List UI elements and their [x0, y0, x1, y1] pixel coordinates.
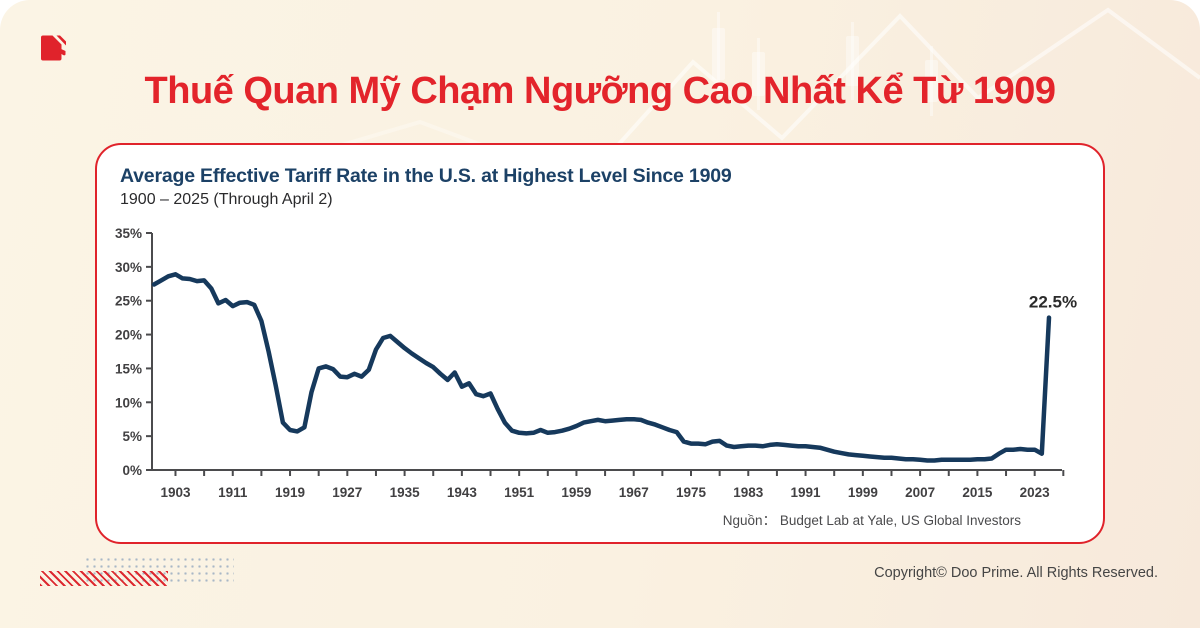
source-text: Budget Lab at Yale, US Global Investors: [779, 513, 1021, 528]
x-tick-label: 1975: [676, 485, 707, 500]
x-tick-label: 1927: [332, 485, 362, 500]
doo-prime-logo-icon: [41, 35, 66, 61]
x-tick-label: 2015: [962, 485, 993, 500]
x-tick-label: 1911: [218, 485, 248, 500]
y-tick-label: 30%: [115, 260, 142, 275]
peak-annotation: 22.5%: [1029, 293, 1077, 312]
chart-card: Average Effective Tariff Rate in the U.S…: [95, 143, 1105, 544]
y-tick-label: 20%: [115, 328, 142, 343]
page-title: Thuế Quan Mỹ Chạm Ngưỡng Cao Nhất Kể Từ …: [144, 70, 1056, 112]
y-tick-label: 0%: [122, 463, 142, 478]
x-tick-label: 1935: [390, 485, 421, 500]
chart-subtitle: 1900 – 2025 (Through April 2): [120, 191, 333, 208]
x-tick-label: 2007: [905, 485, 935, 500]
red-hatch-bar-decoration: [40, 571, 168, 586]
tariff-rate-line: [151, 272, 1052, 463]
x-tick-label: 1951: [504, 485, 535, 500]
x-tick-label: 1967: [619, 485, 649, 500]
source-attribution: Nguồn： Budget Lab at Yale, US Global Inv…: [723, 509, 1021, 529]
x-tick-label: 1943: [447, 485, 478, 500]
y-tick-label: 10%: [115, 395, 142, 410]
y-tick-label: 25%: [115, 294, 142, 309]
source-label: Nguồn：: [722, 513, 777, 528]
x-tick-label: 1999: [848, 485, 878, 500]
x-tick-label: 1991: [791, 485, 822, 500]
chart-title: Average Effective Tariff Rate in the U.S…: [120, 165, 732, 187]
x-tick-label: 1903: [160, 485, 191, 500]
tariff-line-chart: 0% 5% 10% 15% 20% 25% 30% 35% 1903 1911 1919 1927 19…: [115, 226, 1077, 500]
copyright-text: Copyright© Doo Prime. All Rights Reserve…: [874, 565, 1158, 581]
x-tick-label: 2023: [1020, 485, 1051, 500]
y-tick-label: 35%: [115, 226, 142, 241]
x-tick-label: 1983: [733, 485, 764, 500]
chart-axes: [151, 233, 1062, 471]
x-tick-label: 1919: [275, 485, 305, 500]
x-tick-label: 1959: [561, 485, 591, 500]
y-tick-label: 15%: [115, 361, 142, 376]
y-tick-label: 5%: [122, 429, 142, 444]
